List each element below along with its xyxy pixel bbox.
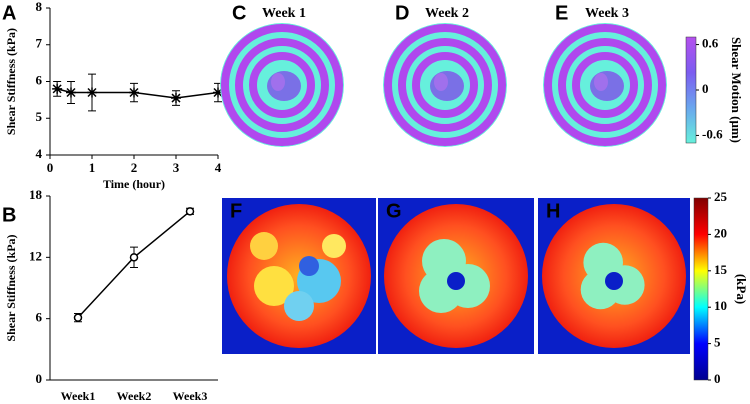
- x-axis-label: Time (hour): [103, 177, 165, 191]
- stiffness-blob: [322, 234, 346, 258]
- wave-ring: [384, 24, 506, 146]
- colorbar-tick-label: -0.6: [702, 126, 723, 141]
- wave-ring: [249, 52, 315, 118]
- wave-ring: [221, 24, 343, 146]
- marker: [129, 253, 139, 262]
- x-tick-label: 4: [215, 160, 222, 175]
- wave-center: [434, 73, 448, 91]
- stiffness-blob: [254, 266, 294, 306]
- y-axis-label: Shear Stiffness (kPa): [4, 234, 18, 341]
- marker: [52, 83, 63, 94]
- marker: [87, 87, 97, 98]
- x-tick-label: 2: [131, 160, 138, 175]
- y-axis-label: Shear Stiffness (kPa): [4, 28, 18, 135]
- scale-bar-label: 1mm: [340, 360, 371, 376]
- panel-label: F: [230, 200, 242, 222]
- y-tick-label: 6: [36, 72, 43, 87]
- panel-label: B: [2, 204, 16, 226]
- marker: [129, 87, 139, 98]
- y-tick-label: 12: [29, 248, 42, 263]
- scale-bar: [340, 379, 370, 382]
- image-title: Week 3: [585, 6, 629, 21]
- panel-label: E: [555, 2, 568, 24]
- wave-ring: [544, 24, 666, 146]
- y-tick-label: 8: [36, 0, 43, 14]
- y-tick-label: 18: [29, 187, 43, 202]
- panel-label: H: [546, 200, 560, 222]
- marker: [213, 87, 223, 98]
- y-tick-label: 7: [36, 36, 43, 51]
- colorbar: [693, 197, 709, 381]
- colorbar-label: Shear Motion (μm): [729, 37, 744, 143]
- x-tick-label: 3: [173, 160, 180, 175]
- motion-image: [383, 23, 507, 147]
- image-title: Week 1: [262, 6, 306, 21]
- colorbar-tick-label: 15: [714, 262, 728, 277]
- image-title: Week 2: [425, 6, 469, 21]
- x-tick-label: Week2: [117, 389, 152, 403]
- y-tick-label: 4: [36, 146, 43, 161]
- wave-ring: [572, 52, 638, 118]
- y-tick-label: 0: [36, 371, 43, 386]
- y-tick-label: 6: [36, 310, 43, 325]
- x-tick-label: 0: [47, 160, 54, 175]
- colorbar-tick-label: 0: [714, 371, 721, 386]
- marker: [73, 313, 83, 322]
- wave-center: [594, 73, 608, 91]
- y-tick-label: 5: [36, 109, 43, 124]
- wave-ring: [398, 38, 492, 132]
- colorbar-tick-label: 10: [714, 298, 727, 313]
- stiffness-blob: [250, 232, 278, 260]
- colorbar-label: (kPa): [734, 274, 749, 304]
- wave-ring: [412, 52, 478, 118]
- wave-center: [271, 73, 285, 91]
- motion-image: [220, 23, 344, 147]
- x-tick-label: Week3: [173, 389, 208, 403]
- stiffness-blob: [284, 291, 314, 321]
- colorbar: [685, 36, 697, 144]
- colorbar-tick-label: 0: [702, 81, 709, 96]
- wave-ring: [235, 38, 329, 132]
- colorbar-tick-label: 20: [714, 225, 727, 240]
- panel-label: A: [2, 2, 16, 24]
- marker: [66, 87, 76, 98]
- panel-label: C: [232, 2, 246, 24]
- stiffness-blob: [299, 256, 319, 276]
- panel-label: G: [386, 200, 402, 222]
- motion-image: [543, 23, 667, 147]
- colorbar-tick-label: 0.6: [702, 36, 719, 51]
- wave-ring: [558, 38, 652, 132]
- x-tick-label: Week1: [61, 389, 96, 403]
- marker: [171, 93, 181, 104]
- colorbar-tick-label: 25: [714, 189, 728, 204]
- colorbar-tick-label: 5: [714, 335, 721, 350]
- x-tick-label: 1: [89, 160, 96, 175]
- stiffness-blob: [447, 272, 465, 290]
- panel-label: D: [395, 2, 409, 24]
- marker: [185, 207, 195, 216]
- stiffness-blob: [605, 272, 623, 290]
